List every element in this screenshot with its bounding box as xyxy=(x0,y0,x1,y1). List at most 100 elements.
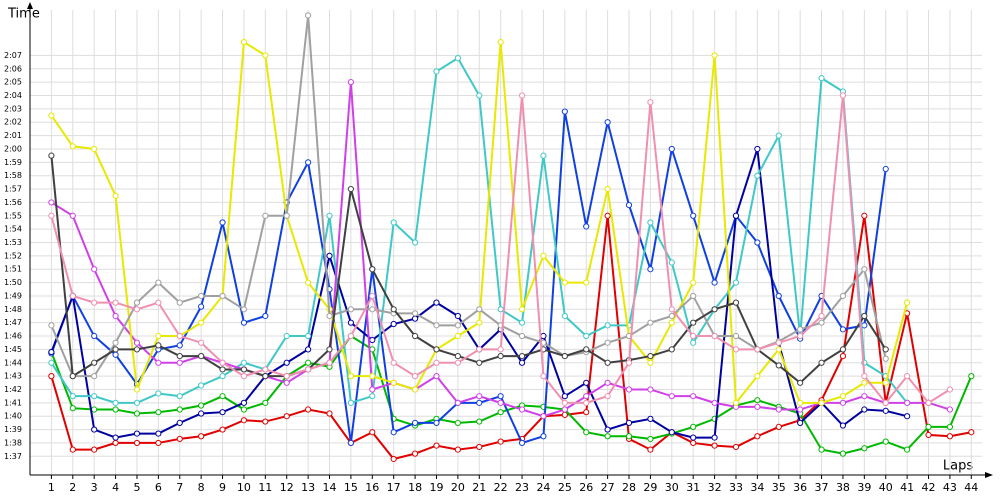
data-point xyxy=(625,359,633,366)
y-tick-label: 1:48 xyxy=(4,305,22,314)
x-tick-label: 27 xyxy=(601,481,615,494)
data-point xyxy=(48,359,55,366)
data-point xyxy=(732,212,740,219)
x-tick-label: 32 xyxy=(708,481,722,494)
data-point xyxy=(283,413,290,420)
data-point xyxy=(690,393,697,400)
data-point xyxy=(818,399,825,406)
data-point xyxy=(904,413,911,420)
data-point xyxy=(283,212,290,219)
plot-area xyxy=(48,12,975,463)
x-tick-label: 30 xyxy=(665,481,679,494)
data-point xyxy=(198,410,205,417)
data-point xyxy=(861,373,868,380)
data-point xyxy=(797,419,804,426)
data-point xyxy=(48,152,55,159)
data-point xyxy=(754,397,761,404)
x-tick-label: 16 xyxy=(365,481,379,494)
data-point xyxy=(668,312,675,320)
x-tick-label: 20 xyxy=(451,481,465,494)
data-point xyxy=(690,319,697,326)
y-tick-label: 2:03 xyxy=(4,104,22,113)
data-point xyxy=(583,379,590,386)
x-tick-label: 2 xyxy=(69,481,76,494)
x-axis-arrow xyxy=(985,472,993,478)
x-tick-label: 6 xyxy=(155,481,162,494)
y-tick-label: 2:02 xyxy=(4,118,22,127)
data-point xyxy=(369,393,376,400)
data-point xyxy=(433,442,440,449)
y-tick-label: 1:49 xyxy=(4,291,22,300)
y-tick-label: 2:07 xyxy=(4,51,22,60)
y-tick-label: 1:53 xyxy=(4,238,22,247)
data-point xyxy=(48,212,55,219)
x-tick-label: 11 xyxy=(258,481,272,494)
data-point xyxy=(326,212,333,219)
data-point xyxy=(433,322,440,329)
x-tick-label: 1 xyxy=(48,481,55,494)
data-point xyxy=(219,359,226,366)
data-point xyxy=(861,266,868,273)
data-point xyxy=(176,352,183,360)
data-point xyxy=(305,159,312,166)
data-point xyxy=(390,320,397,328)
data-point xyxy=(540,433,547,440)
y-tick-label: 1:37 xyxy=(4,452,22,461)
data-point xyxy=(668,429,675,436)
y-axis-arrow xyxy=(27,2,33,9)
x-tick-label: 23 xyxy=(515,481,529,494)
x-tick-label: 39 xyxy=(857,481,871,494)
data-point xyxy=(198,292,205,300)
data-point xyxy=(133,439,141,447)
data-point xyxy=(797,332,804,340)
data-point xyxy=(411,450,419,457)
data-point xyxy=(754,433,761,440)
x-tick-label: 3 xyxy=(91,481,98,494)
data-point xyxy=(262,418,269,425)
data-point xyxy=(732,279,740,286)
x-tick-label: 25 xyxy=(558,481,572,494)
x-tick-label: 41 xyxy=(900,481,914,494)
series-line xyxy=(50,334,973,455)
data-point xyxy=(839,422,847,429)
y-tick-label: 2:04 xyxy=(4,91,22,100)
data-point xyxy=(283,379,290,386)
data-point xyxy=(454,55,461,62)
data-point xyxy=(797,326,804,333)
data-point xyxy=(390,219,397,226)
data-point xyxy=(305,12,312,19)
data-point xyxy=(497,399,504,406)
data-point xyxy=(326,410,333,417)
y-tick-label: 1:50 xyxy=(4,278,22,287)
data-point xyxy=(347,319,354,326)
data-point xyxy=(775,406,782,413)
data-point xyxy=(155,332,162,340)
data-point xyxy=(583,393,590,400)
x-tick-label: 26 xyxy=(579,481,593,494)
data-point xyxy=(583,409,590,416)
data-point xyxy=(690,439,697,447)
data-point xyxy=(347,79,354,86)
data-point xyxy=(262,366,269,373)
data-point xyxy=(112,299,119,306)
data-point xyxy=(305,279,312,286)
data-point xyxy=(476,346,483,353)
x-tick-label: 4 xyxy=(112,481,119,494)
data-point xyxy=(497,409,504,416)
data-point xyxy=(369,373,376,380)
data-point xyxy=(240,373,248,380)
data-point xyxy=(112,406,119,413)
series-line xyxy=(50,155,887,385)
x-tick-label: 5 xyxy=(133,481,140,494)
x-tick-label: 9 xyxy=(219,481,226,494)
data-point xyxy=(583,399,590,406)
data-point xyxy=(518,406,526,413)
data-point xyxy=(561,312,568,320)
data-point xyxy=(818,319,825,326)
data-point xyxy=(775,362,782,369)
data-point xyxy=(133,430,141,437)
data-point xyxy=(69,373,76,380)
data-point xyxy=(711,399,718,406)
y-tick-label: 2:00 xyxy=(4,144,22,153)
data-point xyxy=(283,332,290,340)
